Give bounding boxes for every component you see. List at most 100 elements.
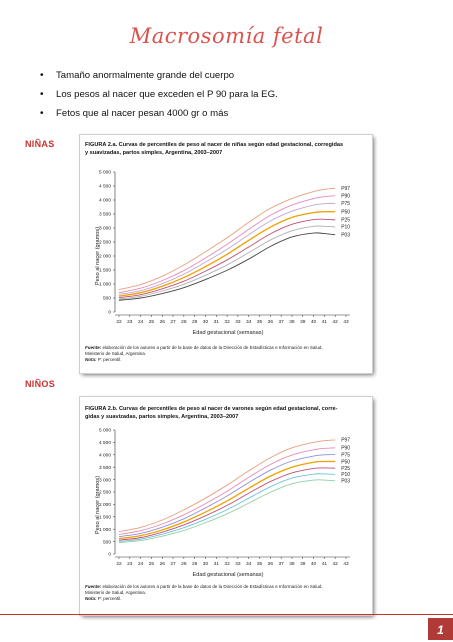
series-line-p25 <box>118 218 336 299</box>
x-tick-label: 43 <box>343 561 349 567</box>
percentile-chart-boys: FIGURA 2.b. Curvas de percentiles de pes… <box>85 406 350 601</box>
y-tick-label: 0 <box>108 552 111 558</box>
y-tick-label: 2 500 <box>99 490 111 496</box>
y-tick-label: 4 500 <box>99 184 111 190</box>
series-line-p75 <box>118 454 336 538</box>
series-label-p90: P90 <box>341 446 350 452</box>
page-title: Macrosomía fetal <box>129 24 324 48</box>
x-tick-label: 40 <box>311 561 317 567</box>
figure-boys: FIGURA 2.b. Curvas de percentiles de pes… <box>80 397 372 615</box>
x-tick-label: 35 <box>257 561 263 567</box>
plot-area: 0 500 1 000 1 500 2 000 2 500 3 000 3 500 4 000 4… <box>99 170 350 325</box>
y-tick-label: 2 000 <box>99 254 111 260</box>
x-tick-label: 32 <box>224 561 230 567</box>
note-label: Nota: <box>85 596 97 601</box>
series-line-p10 <box>118 225 336 300</box>
series-line-p10 <box>118 473 336 542</box>
x-tick-label: 23 <box>127 319 133 325</box>
series-label-p03: P03 <box>341 233 350 239</box>
x-tick-label: 41 <box>322 561 328 567</box>
bullet-list: • Tamaño anormalmente grande del cuerpo •… <box>40 70 278 127</box>
x-tick-label: 25 <box>149 561 155 567</box>
y-tick-label: 1 500 <box>99 515 111 521</box>
y-tick-label: 5 000 <box>99 428 111 434</box>
y-tick-label: 3 500 <box>99 212 111 218</box>
series-label-p10: P10 <box>341 472 350 478</box>
y-tick-label: 3 000 <box>99 226 111 232</box>
y-tick-label: 2 500 <box>99 240 111 246</box>
bullet-item: • Fetos que al nacer pesan 4000 gr o más <box>40 108 278 127</box>
x-tick-label: 22 <box>116 561 122 567</box>
x-tick-label: 42 <box>333 561 339 567</box>
note-label: Nota: <box>85 357 97 362</box>
series-label-p97: P97 <box>341 186 350 192</box>
bullet-dot-icon: • <box>40 89 44 100</box>
y-tick-label: 500 <box>103 296 111 302</box>
x-tick-label: 40 <box>311 319 317 325</box>
series-label-p03: P03 <box>341 479 350 485</box>
x-tick-label: 28 <box>181 561 187 567</box>
x-tick-label: 23 <box>127 561 133 567</box>
y-tick-label: 1 000 <box>99 282 111 288</box>
figure-title-line1: FIGURA 2.a. Curvas de percentiles de pes… <box>85 142 343 148</box>
x-tick-label: 37 <box>278 319 284 325</box>
y-tick-label: 4 500 <box>99 440 111 446</box>
x-tick-label: 26 <box>160 319 166 325</box>
x-tick-label: 38 <box>289 561 295 567</box>
bullet-text: Fetos que al nacer pesan 4000 gr o más <box>56 108 229 119</box>
series-label-p50: P50 <box>341 210 350 216</box>
x-tick-label: 28 <box>181 319 187 325</box>
bullet-item: • Tamaño anormalmente grande del cuerpo <box>40 70 278 89</box>
y-tick-label: 3 500 <box>99 465 111 471</box>
x-tick-label: 29 <box>192 319 198 325</box>
series-line-p03 <box>118 479 336 544</box>
note-text: P: percentil. <box>97 357 122 362</box>
figure-note: Nota: P: percentil. <box>85 357 122 362</box>
series-line-p50 <box>118 211 336 297</box>
series-line-p03 <box>118 232 336 301</box>
x-tick-label: 29 <box>192 561 198 567</box>
x-tick-label: 33 <box>235 561 241 567</box>
x-tick-label: 35 <box>257 319 263 325</box>
y-tick-label: 1 000 <box>99 527 111 533</box>
x-tick-label: 24 <box>138 319 144 325</box>
x-tick-label: 37 <box>278 561 284 567</box>
series-label-p25: P25 <box>341 466 350 472</box>
series-label-p90: P90 <box>341 194 350 200</box>
x-tick-label: 36 <box>268 561 274 567</box>
x-tick-label: 39 <box>300 561 306 567</box>
figure-title-line2: y suavizadas, partos simples, Argentina,… <box>85 150 222 156</box>
series-line-p25 <box>118 467 336 541</box>
series-label-p25: P25 <box>341 218 350 224</box>
page-number: 1 <box>428 618 453 640</box>
x-axis-label: Edad gestacional (semanas) <box>193 572 264 578</box>
x-axis-label: Edad gestacional (semanas) <box>193 330 264 336</box>
source-label: Fuente: <box>85 584 102 589</box>
x-tick-label: 30 <box>203 319 209 325</box>
series-line-p90 <box>118 195 336 294</box>
bullet-dot-icon: • <box>40 108 44 119</box>
x-tick-label: 36 <box>268 319 274 325</box>
percentile-chart-girls: FIGURA 2.a. Curvas de percentiles de pes… <box>85 142 350 362</box>
y-tick-label: 3 000 <box>99 477 111 483</box>
x-tick-label: 24 <box>138 561 144 567</box>
x-tick-label: 34 <box>246 561 252 567</box>
x-tick-label: 32 <box>224 319 230 325</box>
figure-note: Nota: P: percentil. <box>85 596 122 601</box>
x-tick-label: 31 <box>214 561 220 567</box>
bullet-item: • Los pesos al nacer que exceden el P 90 … <box>40 89 278 108</box>
figure-source: Fuente: elaboración de los autores a par… <box>85 345 323 350</box>
y-axis-label: Peso al nacer (gramos) <box>95 227 101 285</box>
x-tick-label: 39 <box>300 319 306 325</box>
series-line-p75 <box>118 202 336 295</box>
figure-source: Fuente: elaboración de los autores a par… <box>85 584 323 589</box>
figure-title-line2: gidas y suavizadas, partos simples, Arge… <box>85 414 238 420</box>
x-tick-label: 33 <box>235 319 241 325</box>
figure-source-line2: Ministerio de Salud, Argentina. <box>85 351 146 356</box>
x-tick-label: 43 <box>343 319 349 325</box>
figure-girls: FIGURA 2.a. Curvas de percentiles de pes… <box>80 135 372 373</box>
series-line-p97 <box>118 439 336 533</box>
bullet-text: Los pesos al nacer que exceden el P 90 p… <box>56 89 278 100</box>
x-tick-label: 30 <box>203 561 209 567</box>
x-tick-label: 22 <box>116 319 122 325</box>
